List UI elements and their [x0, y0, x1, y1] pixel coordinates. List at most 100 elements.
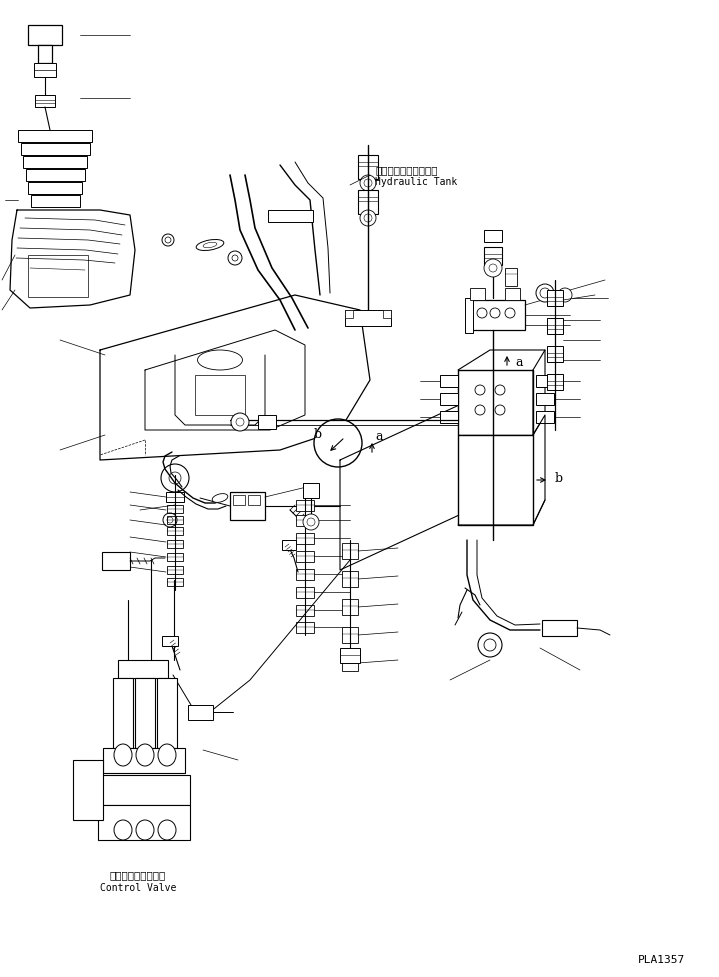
- Text: コントロールバルブ: コントロールバルブ: [110, 870, 166, 880]
- FancyBboxPatch shape: [484, 230, 502, 242]
- FancyBboxPatch shape: [465, 298, 473, 333]
- FancyBboxPatch shape: [470, 288, 485, 300]
- FancyBboxPatch shape: [296, 622, 314, 633]
- FancyBboxPatch shape: [536, 393, 554, 405]
- FancyBboxPatch shape: [98, 775, 190, 805]
- Ellipse shape: [212, 493, 228, 502]
- Text: Hydraulic Tank: Hydraulic Tank: [375, 177, 457, 187]
- FancyBboxPatch shape: [23, 156, 87, 168]
- FancyBboxPatch shape: [34, 63, 56, 77]
- FancyBboxPatch shape: [28, 182, 82, 194]
- FancyBboxPatch shape: [547, 318, 563, 334]
- FancyBboxPatch shape: [505, 288, 520, 300]
- FancyBboxPatch shape: [440, 411, 458, 423]
- FancyBboxPatch shape: [505, 268, 517, 286]
- Ellipse shape: [158, 744, 176, 766]
- FancyBboxPatch shape: [258, 415, 276, 429]
- FancyBboxPatch shape: [547, 346, 563, 362]
- FancyBboxPatch shape: [162, 636, 178, 646]
- Circle shape: [478, 633, 502, 657]
- FancyBboxPatch shape: [440, 393, 458, 405]
- Ellipse shape: [114, 744, 132, 766]
- FancyBboxPatch shape: [296, 605, 314, 616]
- FancyBboxPatch shape: [248, 495, 260, 505]
- FancyBboxPatch shape: [188, 705, 213, 720]
- FancyBboxPatch shape: [458, 370, 533, 435]
- Circle shape: [484, 259, 502, 277]
- FancyBboxPatch shape: [342, 627, 358, 643]
- Ellipse shape: [136, 820, 154, 840]
- Text: a: a: [515, 357, 523, 369]
- Circle shape: [303, 514, 319, 530]
- Text: b: b: [314, 429, 322, 442]
- FancyBboxPatch shape: [118, 660, 168, 678]
- FancyBboxPatch shape: [340, 648, 360, 663]
- FancyBboxPatch shape: [230, 492, 265, 520]
- FancyBboxPatch shape: [21, 143, 89, 155]
- FancyBboxPatch shape: [547, 290, 563, 306]
- FancyBboxPatch shape: [167, 527, 183, 535]
- Ellipse shape: [136, 744, 154, 766]
- FancyBboxPatch shape: [268, 210, 313, 222]
- FancyBboxPatch shape: [102, 552, 130, 570]
- FancyBboxPatch shape: [536, 411, 554, 423]
- FancyBboxPatch shape: [282, 540, 296, 550]
- FancyBboxPatch shape: [135, 678, 155, 748]
- FancyBboxPatch shape: [73, 760, 103, 820]
- FancyBboxPatch shape: [536, 375, 554, 387]
- FancyBboxPatch shape: [345, 310, 353, 318]
- Circle shape: [360, 210, 376, 226]
- FancyBboxPatch shape: [470, 300, 525, 330]
- FancyBboxPatch shape: [167, 578, 183, 586]
- FancyBboxPatch shape: [103, 748, 185, 773]
- Ellipse shape: [158, 820, 176, 840]
- Text: b: b: [555, 472, 563, 485]
- FancyBboxPatch shape: [296, 587, 314, 598]
- FancyBboxPatch shape: [233, 495, 245, 505]
- Ellipse shape: [114, 820, 132, 840]
- FancyBboxPatch shape: [98, 805, 190, 840]
- Ellipse shape: [196, 239, 224, 250]
- FancyBboxPatch shape: [484, 247, 502, 265]
- FancyBboxPatch shape: [28, 25, 62, 45]
- FancyBboxPatch shape: [296, 551, 314, 562]
- FancyBboxPatch shape: [547, 374, 563, 390]
- Circle shape: [314, 419, 362, 467]
- Text: Control Valve: Control Valve: [100, 883, 176, 893]
- FancyBboxPatch shape: [358, 155, 378, 179]
- FancyBboxPatch shape: [113, 678, 133, 748]
- FancyBboxPatch shape: [166, 492, 184, 502]
- FancyBboxPatch shape: [296, 569, 314, 580]
- Text: PLA1357: PLA1357: [638, 955, 685, 965]
- FancyBboxPatch shape: [358, 190, 378, 214]
- FancyBboxPatch shape: [342, 655, 358, 671]
- Circle shape: [558, 288, 572, 302]
- FancyBboxPatch shape: [167, 516, 183, 524]
- FancyBboxPatch shape: [342, 571, 358, 587]
- FancyBboxPatch shape: [18, 130, 92, 142]
- Circle shape: [360, 175, 376, 191]
- Circle shape: [161, 464, 189, 492]
- Circle shape: [231, 413, 249, 431]
- FancyBboxPatch shape: [296, 500, 314, 511]
- FancyBboxPatch shape: [167, 553, 183, 561]
- FancyBboxPatch shape: [383, 310, 391, 318]
- FancyBboxPatch shape: [167, 566, 183, 574]
- FancyBboxPatch shape: [35, 95, 55, 107]
- FancyBboxPatch shape: [342, 543, 358, 559]
- FancyBboxPatch shape: [157, 678, 177, 748]
- FancyBboxPatch shape: [296, 533, 314, 544]
- FancyBboxPatch shape: [296, 515, 314, 526]
- FancyBboxPatch shape: [345, 310, 391, 326]
- Text: a: a: [375, 431, 383, 444]
- FancyBboxPatch shape: [30, 195, 80, 207]
- FancyBboxPatch shape: [458, 435, 533, 525]
- FancyBboxPatch shape: [38, 45, 52, 63]
- FancyBboxPatch shape: [25, 169, 85, 181]
- FancyBboxPatch shape: [342, 599, 358, 615]
- FancyBboxPatch shape: [167, 505, 183, 513]
- FancyBboxPatch shape: [303, 483, 319, 498]
- FancyBboxPatch shape: [440, 375, 458, 387]
- FancyBboxPatch shape: [167, 540, 183, 548]
- Text: ハイドロリックタンク: ハイドロリックタンク: [375, 165, 437, 175]
